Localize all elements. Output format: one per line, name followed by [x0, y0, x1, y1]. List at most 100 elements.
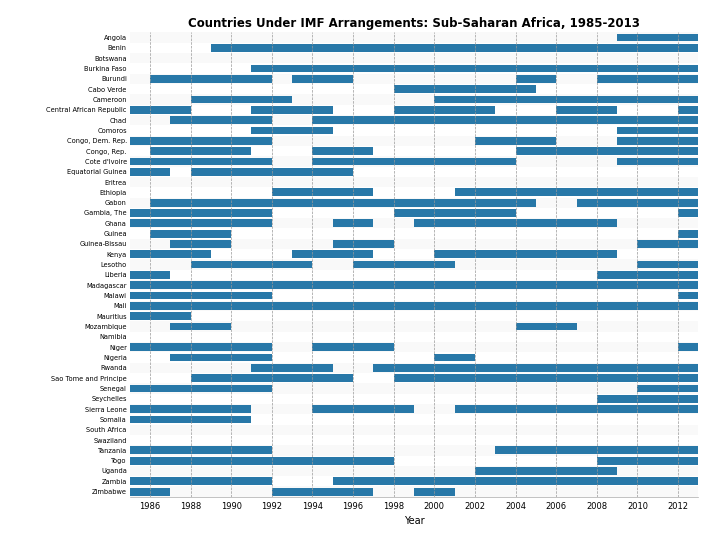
Bar	[617, 33, 698, 42]
Bar	[312, 116, 698, 124]
Bar	[434, 251, 617, 258]
Bar	[130, 106, 191, 113]
Bar	[130, 383, 698, 394]
Bar	[130, 219, 271, 227]
Bar	[577, 199, 698, 206]
Bar	[495, 447, 698, 454]
Bar	[130, 32, 698, 43]
Bar	[333, 219, 374, 227]
Bar	[130, 445, 698, 456]
Bar	[130, 73, 698, 84]
Bar	[475, 85, 536, 93]
Bar	[130, 115, 698, 125]
Bar	[597, 457, 698, 464]
Bar	[434, 354, 475, 361]
Bar	[312, 147, 374, 155]
Bar	[130, 271, 170, 279]
Bar	[374, 364, 698, 372]
Bar	[130, 136, 698, 146]
Bar	[170, 322, 231, 330]
Bar	[637, 261, 698, 268]
Bar	[454, 188, 698, 196]
Bar	[333, 240, 394, 248]
Bar	[130, 251, 211, 258]
Bar	[617, 158, 698, 165]
Bar	[414, 488, 454, 496]
Bar	[130, 218, 698, 228]
Bar	[130, 384, 271, 392]
Bar	[272, 488, 374, 496]
Bar	[251, 364, 333, 372]
Bar	[414, 219, 617, 227]
Bar	[170, 240, 231, 248]
Bar	[475, 137, 557, 145]
Bar	[150, 147, 251, 155]
X-axis label: Year: Year	[404, 516, 424, 526]
Bar	[130, 158, 271, 165]
Bar	[516, 75, 556, 83]
Bar	[130, 281, 698, 289]
Bar	[454, 405, 698, 413]
Bar	[597, 271, 698, 279]
Bar	[211, 44, 698, 52]
Bar	[394, 85, 475, 93]
Bar	[130, 477, 271, 485]
Bar	[130, 292, 271, 299]
Bar	[516, 322, 577, 330]
Bar	[130, 259, 698, 270]
Bar	[130, 239, 698, 249]
Bar	[170, 354, 272, 361]
Bar	[130, 209, 271, 217]
Bar	[637, 384, 698, 392]
Bar	[170, 116, 272, 124]
Bar	[678, 209, 698, 217]
Bar	[150, 75, 272, 83]
Bar	[251, 65, 698, 72]
Bar	[130, 447, 271, 454]
Bar	[130, 301, 698, 311]
Bar	[292, 75, 353, 83]
Bar	[130, 156, 698, 166]
Bar	[251, 126, 333, 134]
Bar	[130, 363, 698, 373]
Bar	[292, 251, 374, 258]
Bar	[617, 126, 698, 134]
Bar	[333, 477, 698, 485]
Bar	[130, 342, 698, 352]
Bar	[434, 96, 698, 103]
Bar	[130, 280, 698, 291]
Bar	[130, 457, 394, 464]
Bar	[678, 106, 698, 113]
Bar	[130, 177, 698, 187]
Bar	[130, 321, 698, 332]
Bar	[557, 106, 617, 113]
Bar	[150, 199, 536, 206]
Bar	[191, 261, 312, 268]
Bar	[130, 416, 251, 423]
Bar	[150, 230, 231, 238]
Bar	[678, 343, 698, 351]
Bar	[516, 147, 698, 155]
Bar	[130, 137, 271, 145]
Bar	[130, 302, 698, 310]
Title: Countries Under IMF Arrangements: Sub-Saharan Africa, 1985-2013: Countries Under IMF Arrangements: Sub-Sa…	[188, 17, 640, 30]
Bar	[130, 466, 698, 476]
Bar	[394, 374, 698, 382]
Bar	[678, 292, 698, 299]
Bar	[353, 261, 454, 268]
Bar	[130, 53, 698, 63]
Bar	[637, 240, 698, 248]
Bar	[272, 188, 374, 196]
Bar	[191, 374, 353, 382]
Bar	[312, 158, 516, 165]
Bar	[130, 404, 698, 414]
Bar	[251, 106, 333, 113]
Bar	[130, 343, 271, 351]
Bar	[312, 343, 394, 351]
Bar	[130, 487, 698, 497]
Bar	[130, 405, 251, 413]
Bar	[130, 94, 698, 105]
Bar	[312, 405, 414, 413]
Bar	[130, 198, 698, 208]
Bar	[191, 168, 353, 176]
